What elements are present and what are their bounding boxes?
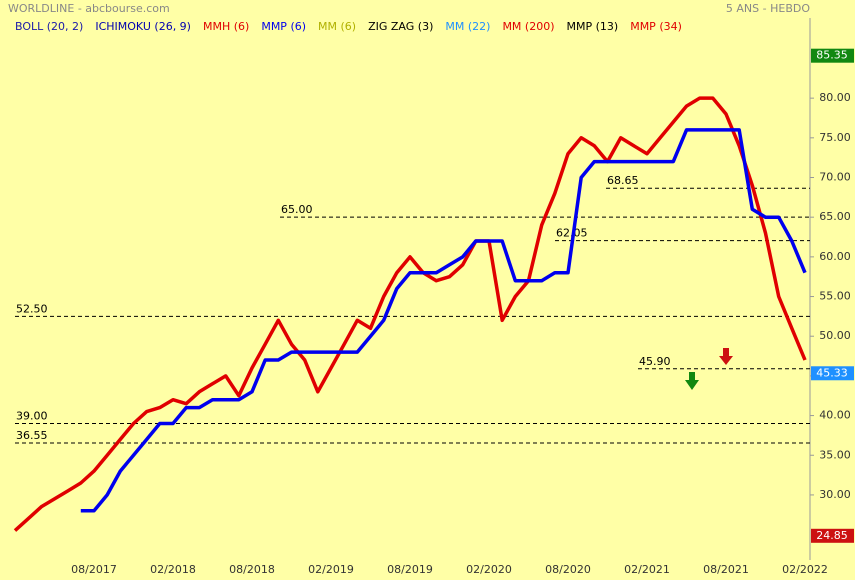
legend-entry: MMP (6) (261, 20, 306, 33)
legend-entry: MMH (6) (203, 20, 249, 33)
chart-title: WORLDLINE - abcbourse.com (8, 2, 170, 15)
level-label: 45.90 (639, 355, 671, 368)
legend-entry: BOLL (20, 2) (15, 20, 83, 33)
y-tick-label: 60.00 (819, 250, 851, 263)
legend-entry: MMP (13) (567, 20, 619, 33)
legend-entry: MM (22) (445, 20, 490, 33)
x-tick-label: 02/2022 (782, 563, 828, 576)
y-tick-label: 35.00 (819, 448, 851, 461)
x-tick-label: 02/2018 (150, 563, 196, 576)
x-tick-label: 08/2019 (387, 563, 433, 576)
x-tick-label: 08/2017 (71, 563, 117, 576)
price-tag (811, 48, 854, 63)
y-tick-label: 75.00 (819, 131, 851, 144)
buy-arrow (685, 372, 699, 390)
price-tag (811, 528, 854, 543)
legend-entry: MM (6) (318, 20, 356, 33)
legend-entry: MM (200) (502, 20, 554, 33)
level-label: 52.50 (16, 302, 48, 315)
legend-entry: MMP (34) (630, 20, 682, 33)
price-tag-label: 45.33 (816, 366, 848, 379)
x-tick-label: 02/2019 (308, 563, 354, 576)
level-label: 36.55 (16, 429, 48, 442)
x-tick-label: 02/2020 (466, 563, 512, 576)
legend-entry: ICHIMOKU (26, 9) (95, 20, 191, 33)
sell-arrow (719, 348, 733, 365)
x-tick-label: 08/2018 (229, 563, 275, 576)
x-tick-label: 08/2021 (703, 563, 749, 576)
y-tick-label: 30.00 (819, 488, 851, 501)
price-tag-label: 85.35 (816, 49, 848, 62)
level-label: 39.00 (16, 410, 48, 423)
price-tag-label: 24.85 (816, 529, 848, 542)
x-tick-label: 02/2021 (624, 563, 670, 576)
y-tick-label: 40.00 (819, 409, 851, 422)
y-tick-label: 50.00 (819, 329, 851, 342)
level-label: 68.65 (607, 174, 639, 187)
y-tick-label: 70.00 (819, 171, 851, 184)
series-line (13, 96, 807, 532)
legend-entry: ZIG ZAG (3) (368, 20, 433, 33)
chart-subtitle: 5 ANS - HEBDO (726, 2, 810, 15)
series-line (80, 128, 807, 513)
y-tick-label: 80.00 (819, 91, 851, 104)
level-label: 65.00 (281, 203, 313, 216)
y-tick-label: 55.00 (819, 290, 851, 303)
x-tick-label: 08/2020 (545, 563, 591, 576)
price-tag (811, 366, 854, 381)
y-tick-label: 65.00 (819, 210, 851, 223)
